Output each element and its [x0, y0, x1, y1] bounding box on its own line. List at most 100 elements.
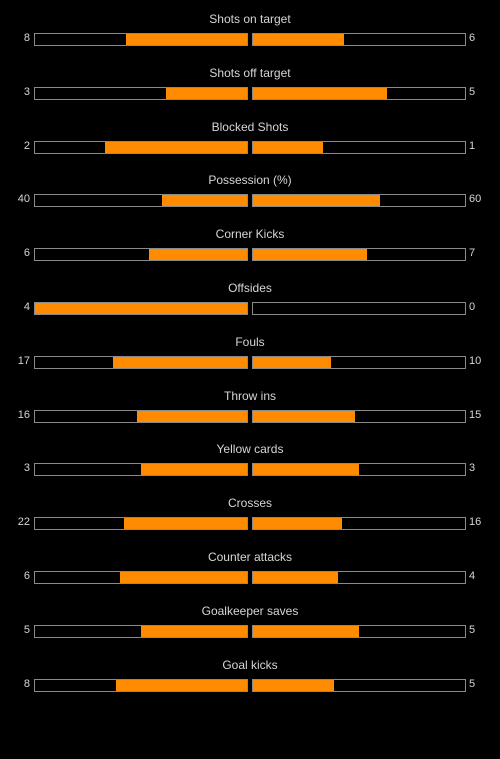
stat-row-shots-on-target: Shots on target 8 6 — [0, 11, 500, 51]
away-bar-fill — [253, 34, 344, 45]
home-bar — [34, 194, 248, 207]
home-bar-fill — [149, 249, 247, 260]
home-bar-fill — [120, 572, 247, 583]
home-bar-fill — [162, 195, 247, 206]
away-bar-fill — [253, 195, 380, 206]
home-bar-fill — [113, 357, 247, 368]
stat-label: Offsides — [228, 281, 272, 295]
stat-label: Blocked Shots — [211, 120, 289, 134]
stat-row-goal-kicks: Goal kicks 8 5 — [0, 657, 500, 697]
away-bar — [252, 625, 466, 638]
home-bar — [34, 625, 248, 638]
away-value: 7 — [469, 247, 476, 259]
stat-label: Counter attacks — [207, 550, 293, 564]
away-bar-fill — [253, 572, 338, 583]
home-value: 16 — [17, 409, 30, 421]
stat-row-throw-ins: Throw ins 16 15 — [0, 388, 500, 428]
home-bar-fill — [124, 518, 247, 529]
home-bar-fill — [141, 464, 247, 475]
home-value: 3 — [23, 462, 30, 474]
home-bar-fill — [166, 88, 247, 99]
stat-label: Crosses — [227, 496, 272, 510]
stat-row-shots-off-target: Shots off target 3 5 — [0, 65, 500, 105]
away-value: 6 — [469, 32, 476, 44]
home-value: 22 — [17, 516, 30, 528]
home-bar-fill — [141, 626, 247, 637]
home-value: 17 — [17, 355, 30, 367]
home-value: 5 — [23, 624, 30, 636]
stat-row-corner-kicks: Corner Kicks 6 7 — [0, 226, 500, 266]
home-bar-fill — [137, 411, 247, 422]
home-bar — [34, 571, 248, 584]
home-bar-fill — [35, 303, 247, 314]
away-value: 0 — [469, 301, 476, 313]
away-bar — [252, 679, 466, 692]
home-bar-fill — [126, 34, 247, 45]
home-bar — [34, 248, 248, 261]
away-value: 1 — [469, 140, 476, 152]
away-bar-fill — [253, 249, 367, 260]
stat-row-fouls: Fouls 17 10 — [0, 334, 500, 374]
home-bar-fill — [116, 680, 247, 691]
away-bar — [252, 87, 466, 100]
home-bar — [34, 302, 248, 315]
home-bar — [34, 87, 248, 100]
home-bar — [34, 356, 248, 369]
away-value: 10 — [469, 355, 482, 367]
away-bar-fill — [253, 464, 359, 475]
home-value: 8 — [23, 32, 30, 44]
away-bar — [252, 141, 466, 154]
home-value: 3 — [23, 86, 30, 98]
stat-row-offsides: Offsides 4 0 — [0, 280, 500, 320]
home-value: 6 — [23, 570, 30, 582]
away-bar-fill — [253, 411, 355, 422]
away-bar-fill — [253, 626, 359, 637]
away-bar — [252, 463, 466, 476]
away-bar-fill — [253, 88, 387, 99]
stat-label: Goalkeeper saves — [201, 604, 299, 618]
stat-label: Shots on target — [209, 12, 291, 26]
stat-label: Shots off target — [209, 66, 291, 80]
stat-row-goalkeeper-saves: Goalkeeper saves 5 5 — [0, 603, 500, 643]
home-bar — [34, 463, 248, 476]
stat-row-blocked-shots: Blocked Shots 2 1 — [0, 119, 500, 159]
home-value: 6 — [23, 247, 30, 259]
home-bar — [34, 679, 248, 692]
stat-row-crosses: Crosses 22 16 — [0, 495, 500, 535]
stat-label: Throw ins — [223, 389, 276, 403]
away-value: 3 — [469, 462, 476, 474]
away-value: 15 — [469, 409, 482, 421]
away-bar-fill — [253, 680, 334, 691]
away-bar — [252, 410, 466, 423]
away-value: 16 — [469, 516, 482, 528]
stat-label: Yellow cards — [216, 442, 284, 456]
away-value: 4 — [469, 570, 476, 582]
home-bar — [34, 410, 248, 423]
home-value: 8 — [23, 678, 30, 690]
home-bar — [34, 33, 248, 46]
away-bar — [252, 571, 466, 584]
away-bar-fill — [253, 357, 331, 368]
away-bar — [252, 248, 466, 261]
away-value: 5 — [469, 678, 476, 690]
stat-label: Possession (%) — [208, 173, 292, 187]
away-value: 5 — [469, 86, 476, 98]
away-bar-fill — [253, 518, 342, 529]
stat-row-yellow-cards: Yellow cards 3 3 — [0, 441, 500, 481]
home-value: 40 — [17, 193, 30, 205]
home-bar — [34, 517, 248, 530]
home-bar-fill — [105, 142, 247, 153]
away-bar — [252, 356, 466, 369]
away-value: 5 — [469, 624, 476, 636]
home-value: 2 — [23, 140, 30, 152]
stat-label: Fouls — [235, 335, 265, 349]
away-bar — [252, 517, 466, 530]
away-bar — [252, 194, 466, 207]
away-bar — [252, 33, 466, 46]
home-bar — [34, 141, 248, 154]
away-bar — [252, 302, 466, 315]
away-value: 60 — [469, 193, 482, 205]
stat-row-counter-attacks: Counter attacks 6 4 — [0, 549, 500, 589]
home-value: 4 — [23, 301, 30, 313]
